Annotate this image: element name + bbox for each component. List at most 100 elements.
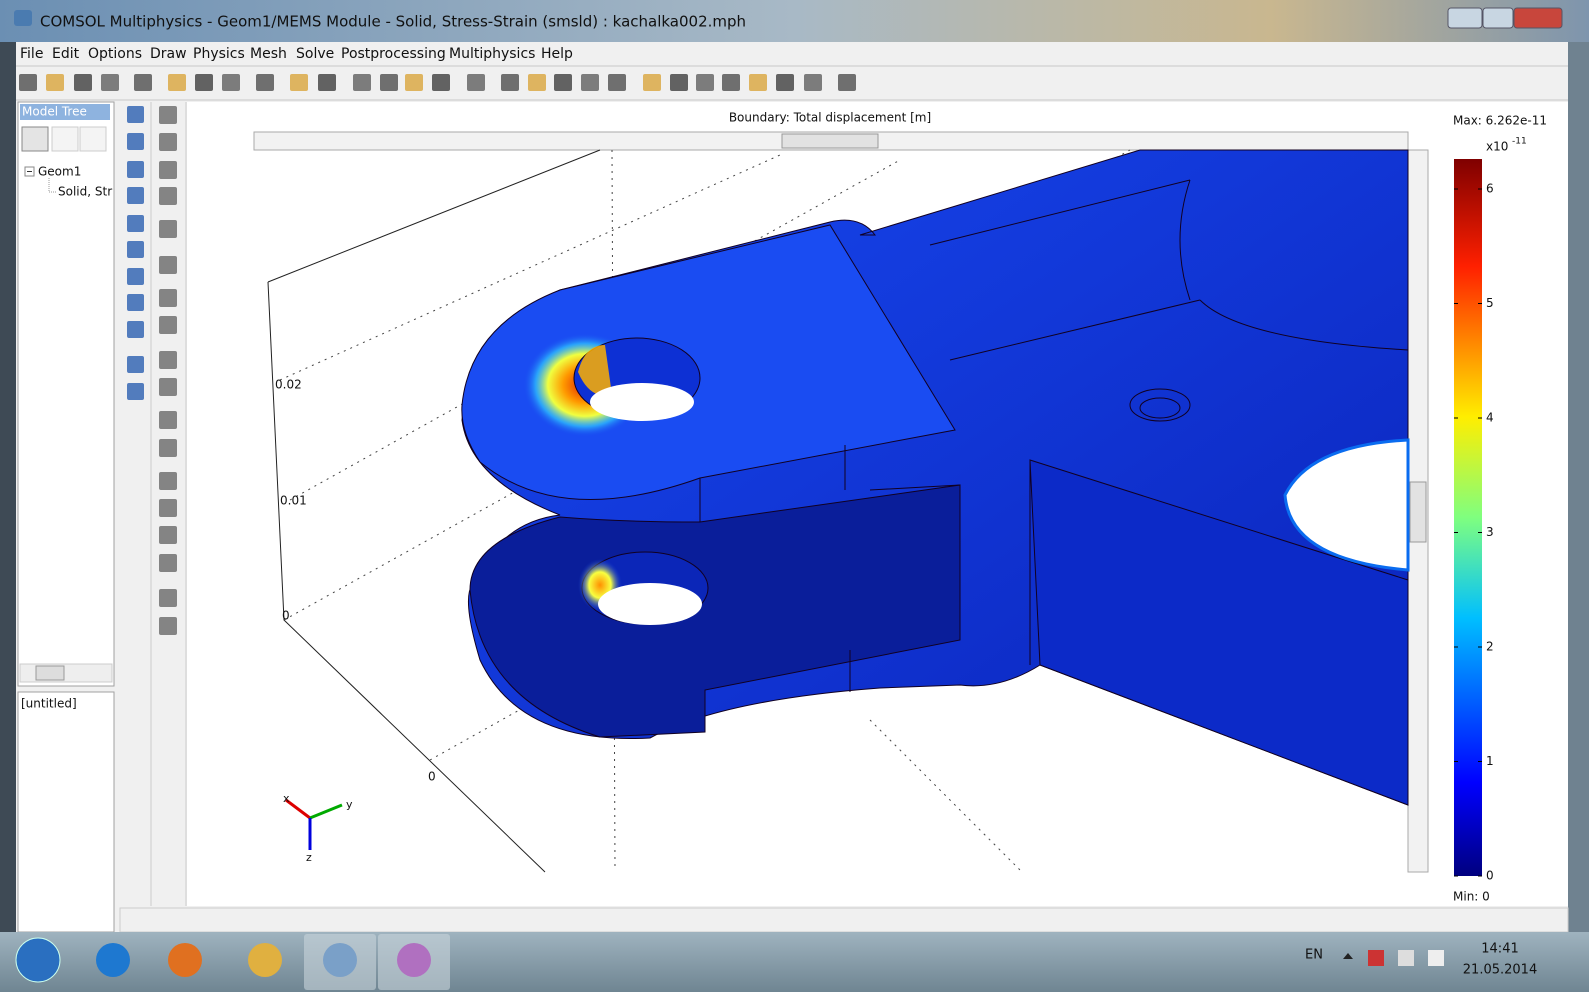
menu-item[interactable]: Physics bbox=[193, 46, 245, 62]
toolbar-button[interactable] bbox=[195, 74, 213, 91]
colorbar-tick-label: 0 bbox=[1486, 869, 1494, 883]
tray-icon[interactable] bbox=[1428, 950, 1444, 966]
tool-button[interactable] bbox=[127, 187, 144, 204]
tool-button[interactable] bbox=[159, 439, 177, 457]
tool-button[interactable] bbox=[159, 351, 177, 369]
language-indicator[interactable]: EN bbox=[1305, 948, 1323, 963]
tool-button[interactable] bbox=[159, 316, 177, 334]
tool-button[interactable] bbox=[159, 554, 177, 572]
scroll-thumb[interactable] bbox=[1409, 481, 1427, 543]
scroll-thumb[interactable] bbox=[35, 665, 65, 681]
tool-button[interactable] bbox=[127, 215, 144, 232]
toolbar-button[interactable] bbox=[380, 74, 398, 91]
taskbar-app[interactable] bbox=[323, 943, 357, 977]
tree-view-button[interactable] bbox=[21, 126, 49, 152]
tree-view-button[interactable] bbox=[51, 126, 79, 152]
toolbar-button[interactable] bbox=[467, 74, 485, 91]
menu-item[interactable]: Options bbox=[88, 46, 142, 62]
start-button[interactable] bbox=[15, 937, 61, 983]
toolbar-button[interactable] bbox=[838, 74, 856, 91]
toolbar-button[interactable] bbox=[804, 74, 822, 91]
toolbar-button[interactable] bbox=[581, 74, 599, 91]
toolbar-button[interactable] bbox=[670, 74, 688, 91]
taskbar-app[interactable] bbox=[96, 943, 130, 977]
tool-button[interactable] bbox=[127, 321, 144, 338]
tool-button[interactable] bbox=[159, 187, 177, 205]
tool-button[interactable] bbox=[159, 526, 177, 544]
menu-item[interactable]: Edit bbox=[52, 46, 80, 62]
toolbar-button[interactable] bbox=[168, 74, 186, 91]
menu-item[interactable]: Multiphysics bbox=[449, 46, 535, 62]
toolbar-button[interactable] bbox=[134, 74, 152, 91]
tool-button[interactable] bbox=[127, 268, 144, 285]
toolbar-button[interactable] bbox=[749, 74, 767, 91]
tool-button[interactable] bbox=[159, 378, 177, 396]
toolbar-button[interactable] bbox=[432, 74, 450, 91]
tray-icon[interactable] bbox=[1368, 950, 1384, 966]
toolbar-button[interactable] bbox=[74, 74, 92, 91]
menu-item[interactable]: Solve bbox=[296, 46, 334, 62]
toolbar-button[interactable] bbox=[290, 74, 308, 91]
tool-button[interactable] bbox=[159, 289, 177, 307]
toolbar-button[interactable] bbox=[554, 74, 572, 91]
clock-date[interactable]: 21.05.2014 bbox=[1463, 963, 1537, 978]
toolbar-button[interactable] bbox=[318, 74, 336, 91]
tool-button[interactable] bbox=[159, 133, 177, 151]
tool-button[interactable] bbox=[127, 106, 144, 123]
toolbar-button[interactable] bbox=[776, 74, 794, 91]
toolbar-button[interactable] bbox=[405, 74, 423, 91]
toolbar-button[interactable] bbox=[608, 74, 626, 91]
tool-button[interactable] bbox=[159, 472, 177, 490]
taskbar-app[interactable] bbox=[168, 943, 202, 977]
scroll-thumb[interactable] bbox=[781, 133, 879, 149]
toolbar-button[interactable] bbox=[501, 74, 519, 91]
hole bbox=[598, 583, 702, 625]
menu-item[interactable]: Postprocessing bbox=[341, 46, 446, 62]
tool-button[interactable] bbox=[159, 161, 177, 179]
tool-button[interactable] bbox=[159, 256, 177, 274]
toolbar-button[interactable] bbox=[101, 74, 119, 91]
tool-button[interactable] bbox=[127, 161, 144, 178]
minimize-button[interactable] bbox=[1447, 7, 1483, 29]
close-button[interactable] bbox=[1513, 7, 1563, 29]
model-tree-panel bbox=[17, 101, 115, 687]
menu-item[interactable]: Draw bbox=[150, 46, 187, 62]
tool-button[interactable] bbox=[127, 294, 144, 311]
tool-button[interactable] bbox=[159, 589, 177, 607]
menu-item[interactable]: Help bbox=[541, 46, 573, 62]
tool-button[interactable] bbox=[159, 106, 177, 124]
colorbar-exponent: -11 bbox=[1512, 137, 1527, 147]
toolbar-button[interactable] bbox=[528, 74, 546, 91]
tool-button[interactable] bbox=[127, 133, 144, 150]
tool-button[interactable] bbox=[159, 617, 177, 635]
taskbar-app[interactable] bbox=[397, 943, 431, 977]
toolbar-button[interactable] bbox=[256, 74, 274, 91]
toolbar-button[interactable] bbox=[643, 74, 661, 91]
tree-view-button[interactable] bbox=[79, 126, 107, 152]
toolbar-button[interactable] bbox=[46, 74, 64, 91]
triad-label: x bbox=[283, 792, 290, 805]
menu-item[interactable]: Mesh bbox=[250, 46, 287, 62]
tree-item[interactable]: Geom1 bbox=[38, 165, 81, 179]
tray-expander[interactable] bbox=[1343, 953, 1353, 959]
toolbar-button[interactable] bbox=[722, 74, 740, 91]
toolbar-button[interactable] bbox=[696, 74, 714, 91]
horizontal-scrollbar[interactable] bbox=[19, 663, 113, 683]
tool-button[interactable] bbox=[159, 411, 177, 429]
menu-item[interactable]: File bbox=[20, 46, 43, 62]
toolbar-button[interactable] bbox=[353, 74, 371, 91]
tool-button[interactable] bbox=[127, 383, 144, 400]
tray-icon[interactable] bbox=[1398, 950, 1414, 966]
tool-button[interactable] bbox=[127, 356, 144, 373]
model-tree-header[interactable]: Model Tree bbox=[22, 105, 87, 119]
toolbar-button[interactable] bbox=[222, 74, 240, 91]
taskbar-app[interactable] bbox=[248, 943, 282, 977]
tool-button[interactable] bbox=[159, 499, 177, 517]
tool-button[interactable] bbox=[127, 241, 144, 258]
clock-time[interactable]: 14:41 bbox=[1481, 942, 1518, 957]
toolbar-button[interactable] bbox=[19, 74, 37, 91]
maximize-button[interactable] bbox=[1482, 7, 1514, 29]
tool-button[interactable] bbox=[159, 220, 177, 238]
tree-item[interactable]: Solid, Str bbox=[58, 185, 112, 199]
